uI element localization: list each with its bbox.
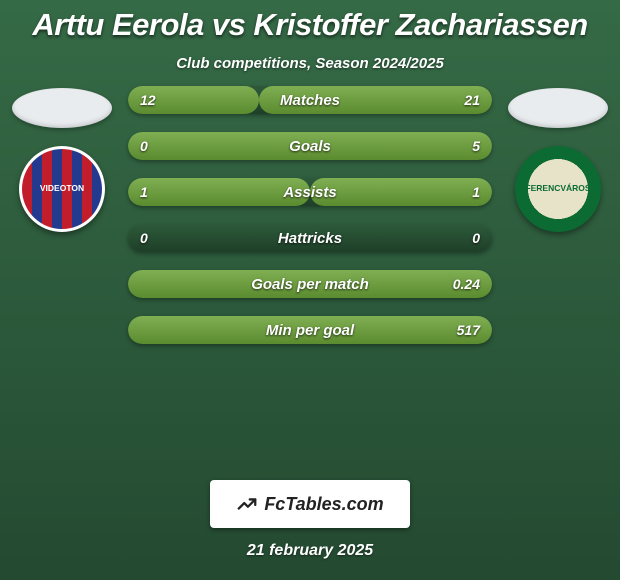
stats-column: 12 Matches 21 0 Goals 5 1 Assists 1 0 Hattricks 0 Go… [128, 86, 492, 344]
stat-value-right: 5 [472, 138, 480, 154]
brand-text: FcTables.com [264, 494, 383, 515]
stat-label: Goals [289, 138, 331, 155]
stat-fill-right [310, 178, 492, 206]
stat-value-left: 12 [140, 92, 156, 108]
player-left-silhouette [12, 88, 112, 128]
stat-row: Goals per match 0.24 [128, 270, 492, 298]
club-badge-right: FERENCVÁROS [515, 146, 601, 232]
player-right-col: FERENCVÁROS [508, 72, 608, 232]
stat-value-right: 0.24 [453, 276, 480, 292]
stat-row: 0 Goals 5 [128, 132, 492, 160]
stat-value-left: 0 [140, 138, 148, 154]
stat-value-right: 1 [472, 184, 480, 200]
stat-value-left: 0 [140, 230, 148, 246]
brand-pill: FcTables.com [210, 480, 410, 528]
stat-label: Min per goal [266, 322, 354, 339]
stat-row: 12 Matches 21 [128, 86, 492, 114]
comparison-stage: VIDEOTON FERENCVÁROS 12Matches210Goals51… [8, 72, 612, 478]
club-badge-left: VIDEOTON [19, 146, 105, 232]
stat-value-right: 517 [457, 322, 480, 338]
stat-value-right: 0 [472, 230, 480, 246]
stat-label: Matches [280, 92, 340, 109]
stat-row: 1 Assists 1 [128, 178, 492, 206]
stat-value-left: 1 [140, 184, 148, 200]
date-line: 21 february 2025 [247, 542, 373, 560]
stat-label: Assists [283, 184, 336, 201]
club-badge-right-label: FERENCVÁROS [525, 184, 590, 193]
stat-value-right: 21 [464, 92, 480, 108]
stat-row: Min per goal 517 [128, 316, 492, 344]
brand-chart-icon [236, 493, 258, 515]
player-left-col: VIDEOTON [12, 72, 112, 232]
player-right-silhouette [508, 88, 608, 128]
page-title: Arttu Eerola vs Kristoffer Zachariassen [32, 7, 587, 43]
stat-label: Hattricks [278, 230, 342, 247]
stat-label: Goals per match [251, 276, 369, 293]
club-badge-left-label: VIDEOTON [40, 184, 84, 193]
stat-row: 0 Hattricks 0 [128, 224, 492, 252]
subtitle: Club competitions, Season 2024/2025 [176, 55, 444, 72]
